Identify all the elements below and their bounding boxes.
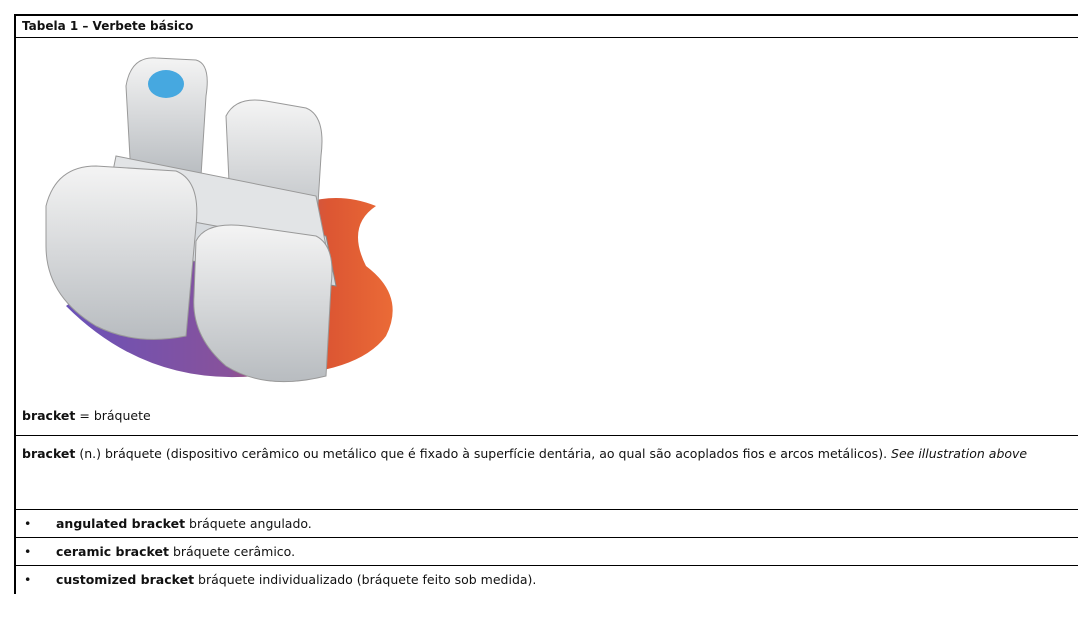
translation: bráquete individualizado (bráquete feito… <box>198 572 537 587</box>
term: bracket <box>22 408 76 423</box>
bullet: • <box>24 544 32 559</box>
caption-row: bracket = bráquete <box>16 396 1078 436</box>
bullet: • <box>24 572 32 587</box>
definition-text: (n.) bráquete (dispositivo cerâmico ou m… <box>79 446 888 461</box>
term: customized bracket <box>56 572 195 587</box>
bracket-illustration <box>45 57 393 383</box>
term: bracket <box>22 446 76 461</box>
translation: bráquete cerâmico. <box>172 544 296 559</box>
translation: = bráquete <box>79 408 151 423</box>
term: ceramic bracket <box>56 544 169 559</box>
glossary-table: Tabela 1 – Verbete básico bracket = bráq… <box>14 14 1078 594</box>
illustration-cell <box>16 38 1078 396</box>
entry-row: • angulated bracket bráquete angulado. <box>16 510 1078 538</box>
term: angulated bracket <box>56 516 186 531</box>
definition-row: bracket (n.) bráquete (dispositivo cerâm… <box>16 436 1078 510</box>
note: See illustration above <box>891 446 1028 461</box>
entry-row: • customized bracket bráquete individuali… <box>16 566 1078 594</box>
bullet: • <box>24 516 32 531</box>
entry-list: • angulated bracket bráquete angulado. • ce… <box>16 510 1078 594</box>
entry-row: • ceramic bracket bráquete cerâmico. <box>16 538 1078 566</box>
translation: bráquete angulado. <box>189 516 312 531</box>
table-title: Tabela 1 – Verbete básico <box>16 16 1078 38</box>
